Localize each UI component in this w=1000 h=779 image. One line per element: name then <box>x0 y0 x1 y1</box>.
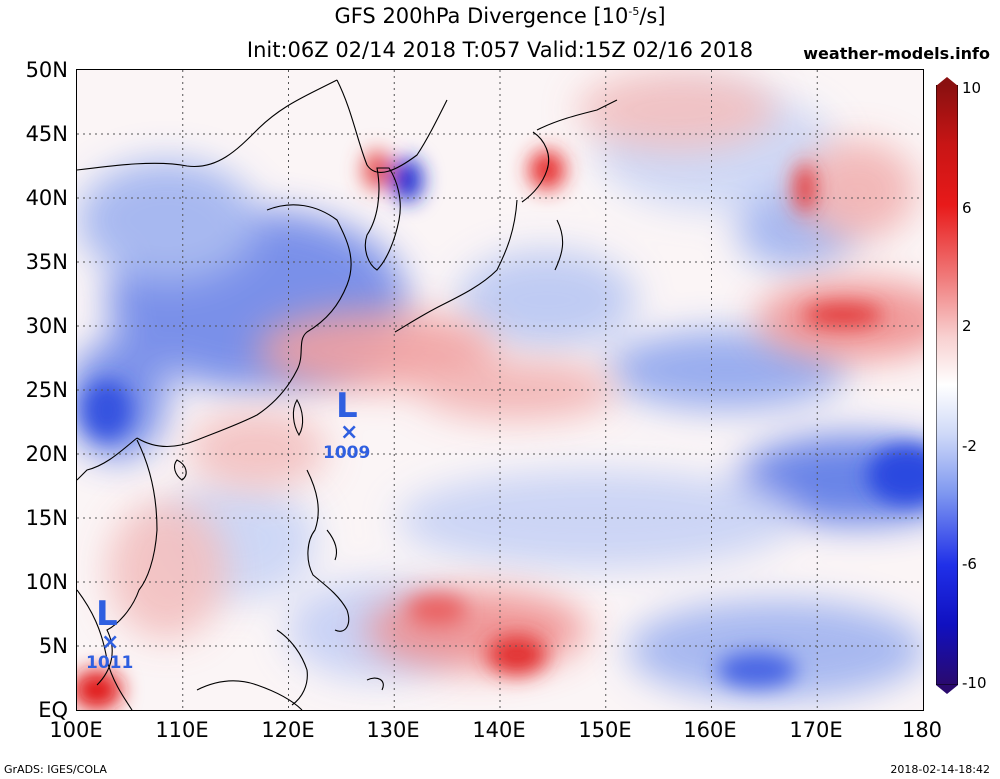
lat-label: 35N <box>25 250 68 274</box>
lon-label: 100E <box>49 718 103 742</box>
colorbar-label: 6 <box>962 199 972 217</box>
lat-label: 50N <box>25 58 68 82</box>
timestamp: 2018-02-14-18:42 <box>890 763 990 776</box>
lat-label: 40N <box>25 186 68 210</box>
colorbar-label: -2 <box>962 437 977 455</box>
coastlines <box>77 79 618 710</box>
lon-label: 140E <box>472 718 526 742</box>
lat-label: 5N <box>38 634 68 658</box>
lat-label: 45N <box>25 122 68 146</box>
colorbar-label: -10 <box>962 674 987 692</box>
map-plot-area <box>76 69 924 711</box>
lon-label: 180 <box>901 718 943 742</box>
lon-label: 110E <box>155 718 209 742</box>
lat-label: 15N <box>25 506 68 530</box>
lon-label: 160E <box>683 718 737 742</box>
low-center-marker: × <box>340 420 359 445</box>
lon-label: 120E <box>261 718 315 742</box>
pressure-value: 1011 <box>86 653 134 673</box>
lat-label: 10N <box>25 570 68 594</box>
colorbar-label: 2 <box>962 317 972 335</box>
lon-label: 150E <box>578 718 632 742</box>
low-pressure-symbol: L <box>336 386 358 426</box>
colorbar-label: -6 <box>962 555 977 573</box>
divergence-field <box>77 70 923 710</box>
colorbar-label: 10 <box>962 79 982 97</box>
lon-label: 130E <box>366 718 420 742</box>
pressure-value: 1009 <box>323 443 371 463</box>
lat-label: 30N <box>25 314 68 338</box>
site-credit: weather-models.info <box>803 44 990 63</box>
colorbar <box>936 85 958 685</box>
lon-label: 170E <box>789 718 843 742</box>
grads-credit: GrADS: IGES/COLA <box>4 763 107 776</box>
chart-title: GFS 200hPa Divergence [10-5/s] <box>334 4 666 28</box>
low-center-marker: × <box>101 630 120 655</box>
lat-label: 25N <box>25 378 68 402</box>
low-pressure-symbol: L <box>96 594 118 634</box>
colorbar-top-arrow <box>936 77 958 86</box>
colorbar-bottom-arrow <box>936 685 958 694</box>
map-grid <box>77 70 923 710</box>
lat-label: 20N <box>25 442 68 466</box>
lat-label: EQ <box>38 698 68 722</box>
chart-subtitle: Init:06Z 02/14 2018 T:057 Valid:15Z 02/1… <box>246 38 754 62</box>
